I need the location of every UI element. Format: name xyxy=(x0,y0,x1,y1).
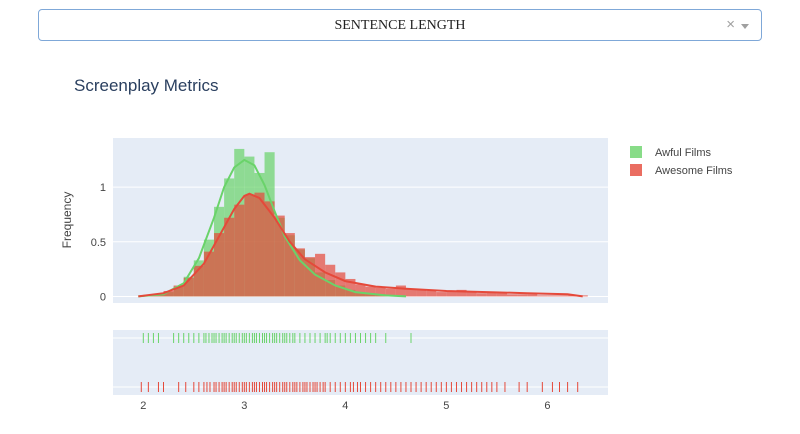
histogram-bar xyxy=(496,293,507,297)
histogram-bar xyxy=(345,278,356,297)
histogram-bar xyxy=(436,292,447,297)
histogram-bar xyxy=(446,290,457,297)
histogram-bar xyxy=(355,284,366,297)
dropdown-selected-value: SENTENCE LENGTH xyxy=(334,18,466,33)
histogram-bar xyxy=(203,251,215,297)
kde-curve xyxy=(138,192,583,298)
histogram-bar xyxy=(557,295,568,297)
histogram-bar xyxy=(274,215,285,297)
histogram-bar xyxy=(426,290,437,297)
y-tick-label: 0 xyxy=(100,291,106,303)
histogram-bar xyxy=(234,204,245,297)
histogram-bar xyxy=(335,272,346,297)
histogram-bar xyxy=(405,288,417,297)
histogram-bar xyxy=(193,265,204,297)
histogram-bar xyxy=(315,253,326,297)
histogram-bar xyxy=(224,217,235,297)
histogram-bar xyxy=(264,201,275,297)
y-axis-label: Frequency xyxy=(60,192,74,249)
histogram-bar xyxy=(416,289,427,297)
x-tick-label: 2 xyxy=(140,400,146,412)
histogram-bar xyxy=(527,294,538,297)
histogram-bar xyxy=(506,294,518,297)
x-tick-label: 5 xyxy=(443,400,449,412)
legend-label: Awesome Films xyxy=(655,165,733,177)
histogram-bar xyxy=(375,287,386,297)
x-tick-label: 3 xyxy=(241,400,247,412)
x-tick-label: 4 xyxy=(342,400,348,412)
histogram-bar xyxy=(476,293,487,297)
x-tick-label: 6 xyxy=(544,400,550,412)
histogram-bar xyxy=(395,285,406,297)
legend-label: Awful Films xyxy=(655,147,712,159)
histogram-bar xyxy=(244,194,255,297)
histogram-bar xyxy=(385,288,396,297)
chart-title: Screenplay Metrics xyxy=(74,76,219,95)
histogram-bar xyxy=(456,289,467,297)
histogram-bar xyxy=(537,295,548,297)
kde-curve xyxy=(138,158,407,298)
histogram-bar xyxy=(183,277,194,297)
histogram-bar xyxy=(486,292,497,297)
histogram-bar xyxy=(304,257,316,297)
y-tick-label: 0.5 xyxy=(91,237,106,249)
y-tick-label: 1 xyxy=(100,182,106,194)
legend-swatch xyxy=(630,164,642,176)
histogram-bar xyxy=(254,192,265,297)
histogram-bar xyxy=(173,285,184,297)
histogram-bar xyxy=(517,294,528,297)
histogram-bar xyxy=(547,295,558,297)
histogram-bar xyxy=(214,233,225,297)
clear-icon[interactable]: × xyxy=(726,16,735,33)
caret-down-icon[interactable] xyxy=(741,24,749,29)
histogram-bar xyxy=(294,248,305,297)
histogram-bar xyxy=(466,292,477,297)
histogram-bar xyxy=(163,290,174,297)
histogram-bar xyxy=(365,286,376,297)
histogram-bar xyxy=(284,233,295,297)
legend-swatch xyxy=(630,146,642,158)
metric-dropdown[interactable]: SENTENCE LENGTH × xyxy=(38,9,762,41)
histogram-bar xyxy=(325,264,336,297)
